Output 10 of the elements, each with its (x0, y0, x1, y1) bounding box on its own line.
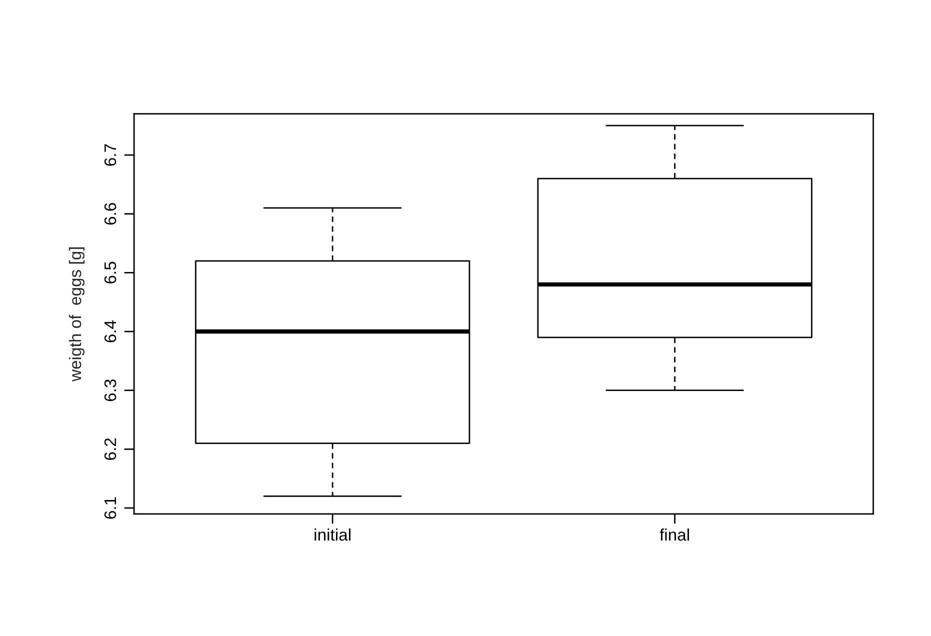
y-tick-label: 6.5 (104, 262, 116, 284)
y-axis-title: weigth of eggs [g] (68, 247, 84, 382)
y-tick-label: 6.1 (104, 497, 116, 519)
x-tick-label: initial (314, 528, 350, 541)
x-tick-label: final (660, 528, 689, 541)
y-tick-label: 6.2 (104, 438, 116, 460)
y-tick-label: 6.6 (104, 203, 116, 225)
y-tick-label: 6.7 (104, 144, 116, 166)
y-tick-label: 6.4 (104, 320, 116, 342)
y-tick-label: 6.3 (104, 379, 116, 402)
